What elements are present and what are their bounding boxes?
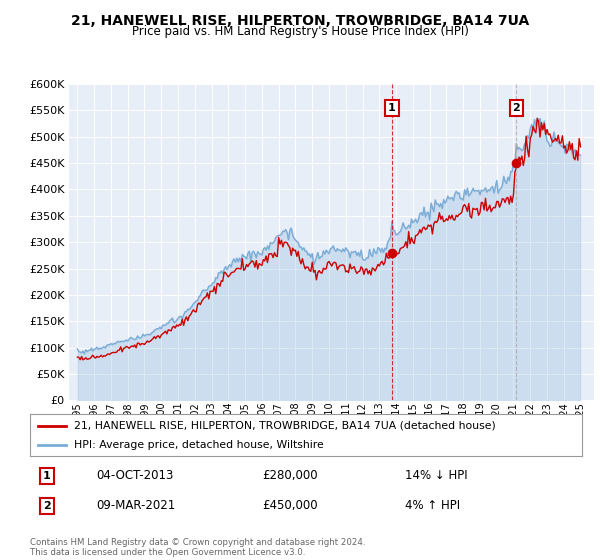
Text: £280,000: £280,000 — [262, 469, 317, 482]
Text: 14% ↓ HPI: 14% ↓ HPI — [406, 469, 468, 482]
Text: Price paid vs. HM Land Registry's House Price Index (HPI): Price paid vs. HM Land Registry's House … — [131, 25, 469, 38]
Text: Contains HM Land Registry data © Crown copyright and database right 2024.
This d: Contains HM Land Registry data © Crown c… — [30, 538, 365, 557]
Text: 21, HANEWELL RISE, HILPERTON, TROWBRIDGE, BA14 7UA (detached house): 21, HANEWELL RISE, HILPERTON, TROWBRIDGE… — [74, 421, 496, 431]
Text: 1: 1 — [43, 471, 50, 481]
Text: 4% ↑ HPI: 4% ↑ HPI — [406, 500, 460, 512]
Text: HPI: Average price, detached house, Wiltshire: HPI: Average price, detached house, Wilt… — [74, 440, 324, 450]
Text: 1: 1 — [388, 102, 396, 113]
Text: 21, HANEWELL RISE, HILPERTON, TROWBRIDGE, BA14 7UA: 21, HANEWELL RISE, HILPERTON, TROWBRIDGE… — [71, 14, 529, 28]
Text: £450,000: £450,000 — [262, 500, 317, 512]
Text: 2: 2 — [512, 102, 520, 113]
Text: 09-MAR-2021: 09-MAR-2021 — [96, 500, 175, 512]
Text: 04-OCT-2013: 04-OCT-2013 — [96, 469, 173, 482]
Text: 2: 2 — [43, 501, 50, 511]
